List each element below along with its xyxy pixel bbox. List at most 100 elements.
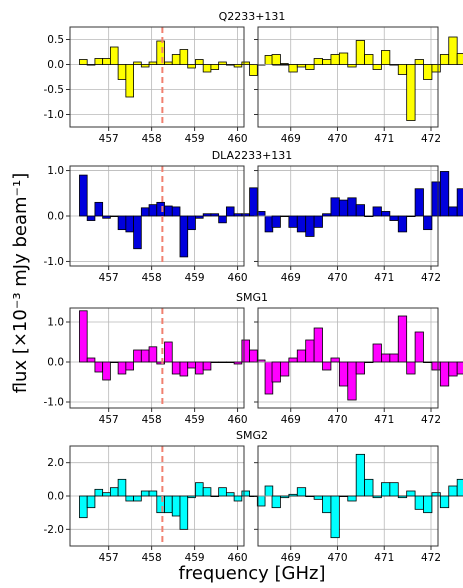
chart-title: DLA2233+131 [212, 149, 293, 162]
bar [86, 495, 96, 509]
bar [431, 492, 441, 497]
bar [322, 59, 332, 65]
x-tick-label: 460 [228, 414, 248, 426]
bar [330, 495, 340, 539]
chart-panel: 469 470 471 472 [254, 26, 463, 145]
bar [389, 215, 399, 221]
x-tick-label: 471 [374, 552, 394, 564]
bar [94, 201, 104, 217]
x-tick-label: 458 [142, 272, 162, 284]
x-tick-label: 469 [281, 272, 301, 284]
bar [179, 215, 189, 258]
bar [225, 206, 235, 217]
x-tick-label: 469 [281, 414, 301, 426]
bar [355, 361, 365, 375]
bar [140, 64, 150, 68]
bar [210, 213, 220, 217]
bar [94, 361, 104, 373]
bar [364, 215, 374, 218]
bar [117, 64, 127, 80]
bar [414, 188, 424, 217]
bar [313, 495, 323, 500]
bar [156, 361, 165, 365]
bar [322, 495, 332, 514]
bar [431, 181, 441, 217]
bar [79, 495, 88, 519]
bar [79, 174, 88, 217]
bar [233, 213, 243, 217]
y-tick-label: 0.0 [47, 59, 64, 71]
chart-panel: 469 470 471 472 [254, 307, 463, 426]
bar [241, 490, 250, 497]
figure-ylabel: flux [×10⁻³ mJy beam⁻¹] [10, 173, 31, 394]
bar [210, 495, 220, 498]
y-tick-label: 0.5 [47, 34, 64, 46]
bar [210, 361, 220, 364]
bar [202, 213, 212, 217]
bar [364, 54, 374, 65]
bar [330, 197, 340, 217]
bar [171, 495, 181, 517]
bar [448, 206, 458, 217]
bar [271, 361, 281, 383]
bar [133, 349, 142, 363]
bar [102, 58, 111, 65]
bar [288, 64, 298, 73]
bar [148, 346, 158, 363]
x-tick-label: 460 [228, 552, 248, 564]
chart-row: Q2233+131 457 458 459 460 0.5 0.0 -0.5 -1.0 469 47… [44, 10, 463, 145]
bar [280, 495, 290, 499]
bar [431, 64, 441, 73]
bar [86, 215, 96, 221]
bar [79, 59, 88, 65]
x-tick-label: 460 [228, 272, 248, 284]
y-tick-label: 1.0 [47, 165, 64, 177]
bar [406, 215, 416, 218]
chart-panel: 469 470 471 472 [254, 445, 463, 564]
bar [102, 215, 111, 219]
axes-frame [257, 26, 439, 128]
x-tick-label: 459 [185, 272, 205, 284]
bar [296, 487, 307, 497]
bar [288, 215, 298, 228]
x-tick-label: 472 [421, 552, 441, 564]
bar [322, 361, 332, 371]
bar [414, 331, 424, 363]
y-tick-label: 2.0 [47, 457, 64, 469]
bar [218, 215, 227, 224]
bar [448, 36, 458, 65]
x-tick-label: 459 [185, 552, 205, 564]
bar [406, 361, 416, 375]
y-tick-label: 1.0 [47, 317, 64, 329]
bar [86, 357, 96, 363]
bar [448, 361, 458, 377]
bar [397, 495, 408, 499]
bar [109, 46, 119, 65]
bar [439, 54, 450, 65]
y-tick-label: -1.0 [44, 397, 65, 409]
chart-title: SMG1 [236, 291, 268, 304]
bar [296, 64, 307, 68]
bar [372, 206, 382, 217]
bar [389, 353, 399, 363]
bar [347, 361, 357, 401]
x-tick-label: 470 [327, 133, 347, 145]
bar [148, 61, 158, 65]
bar [338, 52, 349, 65]
bar [288, 493, 298, 497]
bar [389, 482, 399, 497]
bar [102, 361, 111, 381]
bar [225, 361, 235, 364]
bar [406, 64, 416, 121]
axes-frame [69, 26, 245, 128]
x-tick-label: 472 [421, 133, 441, 145]
bar [140, 490, 150, 497]
bar [355, 204, 365, 217]
bar [79, 310, 88, 363]
bar [280, 215, 290, 218]
x-tick-label: 470 [327, 272, 347, 284]
bar [364, 361, 374, 364]
chart-panel: 457 458 459 460 2.0 0.0 -2.0 [44, 445, 274, 564]
bar [414, 495, 424, 510]
